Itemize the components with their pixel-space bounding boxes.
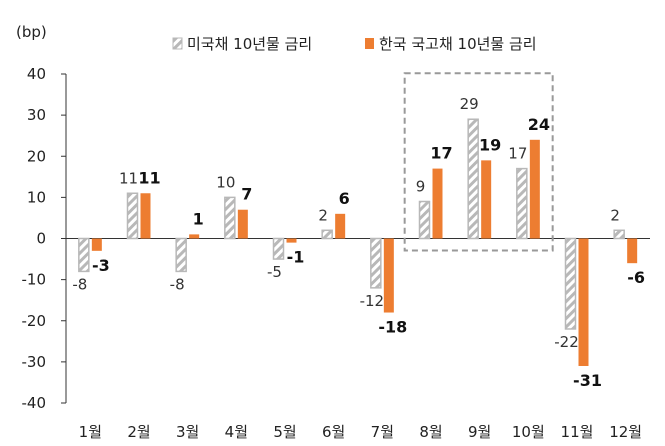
bar-kr (140, 193, 151, 239)
x-tick-label: 1월 (79, 423, 102, 441)
data-label-us: -8 (72, 275, 87, 293)
x-tick-label: 11월 (561, 423, 594, 441)
data-label-us: -22 (554, 333, 579, 351)
data-label-kr: 24 (528, 115, 550, 134)
data-label-us: 17 (508, 145, 527, 163)
bar-us (224, 196, 236, 240)
bar-kr (91, 238, 102, 251)
y-tick-label: 30 (27, 106, 46, 124)
legend-swatch-kr (365, 38, 374, 49)
x-tick-label: 12월 (609, 423, 642, 441)
bar-us (126, 192, 139, 240)
bar-kr (529, 139, 540, 239)
bar-us (370, 237, 382, 289)
data-label-kr: 1 (193, 209, 204, 228)
bar-us (564, 237, 577, 330)
data-label-us: 29 (460, 95, 479, 113)
y-tick-label: -40 (22, 394, 47, 412)
bar-kr (383, 238, 394, 313)
bar-kr (335, 213, 346, 239)
data-label-kr: -3 (92, 256, 110, 275)
data-label-us: -5 (267, 263, 282, 281)
legend: 미국채 10년물 금리 한국 국고채 10년물 금리 (172, 35, 537, 53)
y-tick-label: -30 (22, 353, 47, 371)
x-tick-label: 2월 (127, 423, 150, 441)
legend-swatch-us (172, 37, 183, 50)
data-label-kr: 19 (479, 135, 501, 154)
data-label-us: 11 (119, 169, 138, 187)
x-axis: 1월 2월 3월 4월 5월 6월 7월 8월 9월 10월 11월 12월 (66, 238, 650, 441)
y-tick-label: 40 (27, 65, 46, 83)
data-label-us: 10 (216, 173, 235, 191)
data-label-us: 2 (318, 206, 328, 224)
x-tick-label: 10월 (512, 423, 545, 441)
highlight-box-rect (403, 72, 554, 252)
data-label-us: 9 (416, 177, 426, 195)
data-label-us: -8 (170, 275, 185, 293)
highlight-box (403, 72, 554, 252)
legend-label-kr: 한국 국고채 10년물 금리 (379, 35, 537, 53)
bar-kr (578, 238, 589, 366)
x-tick-label: 3월 (176, 423, 199, 441)
bar-kr (189, 234, 200, 239)
bar-us (467, 118, 479, 240)
bar-kr (627, 238, 638, 264)
x-tick-label: 6월 (322, 423, 345, 441)
data-label-us: -12 (360, 292, 385, 310)
bar-kr (286, 238, 297, 243)
x-tick-label: 7월 (371, 423, 394, 441)
data-label-kr: 17 (430, 144, 452, 163)
data-label-us: 2 (610, 206, 620, 224)
bars (78, 118, 638, 366)
y-tick-label: 10 (27, 188, 46, 206)
bar-us (516, 167, 528, 240)
bar-kr (432, 168, 443, 239)
bar-kr (237, 209, 248, 239)
y-tick-label: 0 (36, 230, 46, 248)
bar-us (613, 229, 625, 240)
bar-us (272, 237, 285, 260)
data-label-kr: -1 (287, 248, 305, 267)
bar-us (418, 200, 431, 240)
x-tick-label: 5월 (273, 423, 296, 441)
x-tick-label: 9월 (468, 423, 491, 441)
data-label-kr: -31 (573, 371, 602, 390)
bar-kr (481, 160, 492, 239)
y-unit-label: (bp) (16, 23, 47, 41)
x-tick-label: 4월 (225, 423, 248, 441)
data-label-kr: -6 (627, 268, 645, 287)
legend-label-us: 미국채 10년물 금리 (187, 35, 312, 53)
bar-us (78, 237, 90, 273)
data-label-kr: 6 (339, 189, 350, 208)
y-tick-label: -20 (22, 312, 47, 330)
data-label-kr: 7 (241, 185, 252, 204)
bar-us (321, 229, 333, 240)
y-tick-label: 20 (27, 147, 46, 165)
data-label-kr: 11 (138, 168, 160, 187)
x-tick-label: 8월 (419, 423, 442, 441)
bar-us (175, 237, 187, 273)
y-tick-label: -10 (22, 271, 47, 289)
data-label-kr: -18 (378, 318, 407, 337)
y-axis: -40 -30 -20 -10 0 10 20 30 40 (22, 65, 67, 412)
